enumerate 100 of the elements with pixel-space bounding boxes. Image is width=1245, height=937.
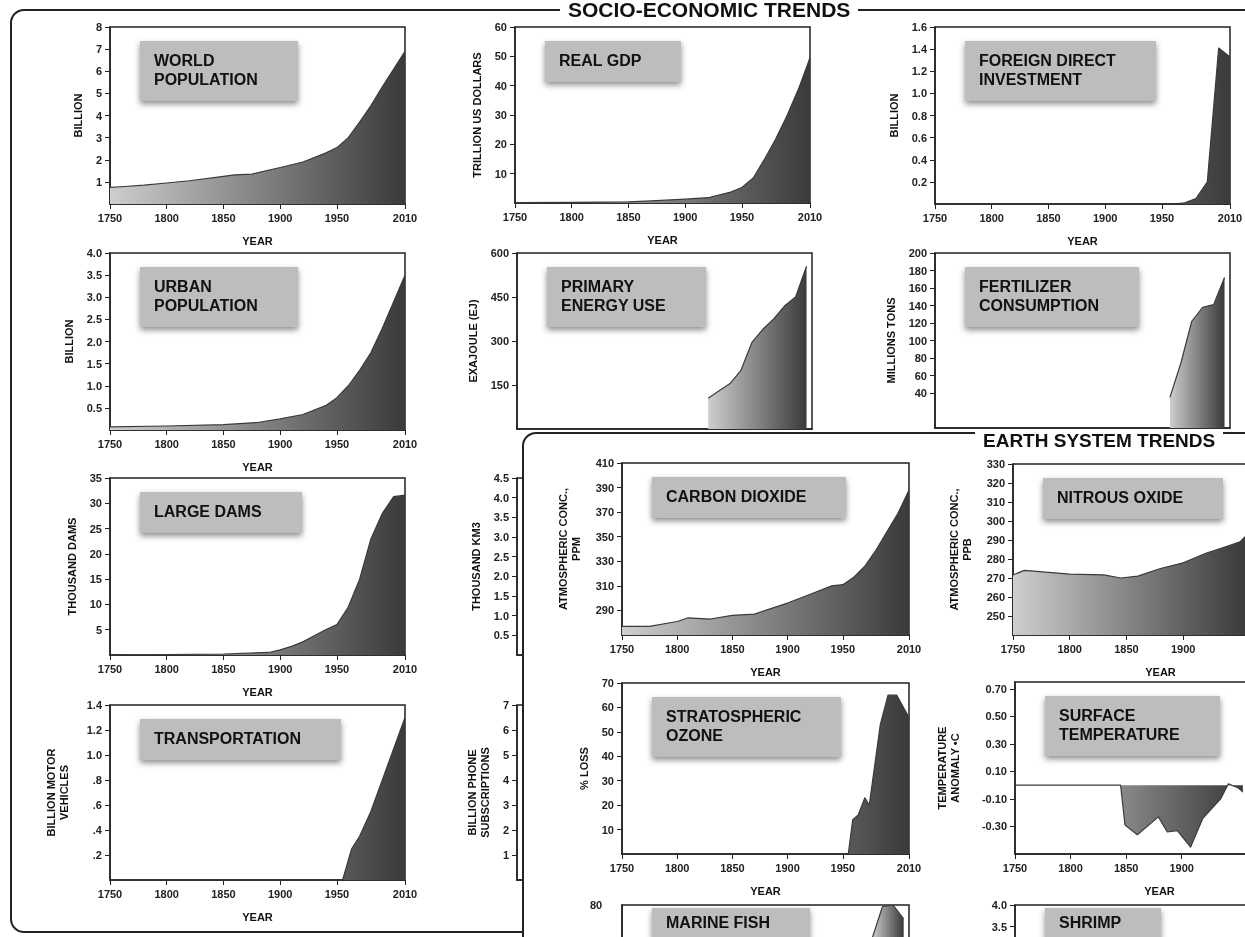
y-tick-label: 7	[95, 43, 102, 56]
y-tick-label: 330	[986, 458, 1005, 470]
x-tick-label: 1900	[267, 662, 293, 675]
x-axis-title: YEAR	[242, 685, 273, 698]
y-tick-label: 290	[595, 604, 614, 617]
x-tick-label: 1900	[267, 887, 293, 900]
y-tick-label: 300	[986, 515, 1005, 527]
x-tick-label: 1800	[1057, 642, 1082, 655]
x-tick-label: 1800	[154, 211, 179, 224]
y-axis-title: BILLION PHONE SUBSCRIPTIONS	[465, 747, 491, 838]
y-tick-label: 4.5	[493, 472, 509, 484]
x-tick-label: 1750	[502, 210, 528, 223]
y-tick-label: 1.6	[911, 21, 927, 33]
x-axis-title: YEAR	[647, 233, 678, 246]
y-tick-label: 60	[601, 701, 614, 714]
x-tick-label: 1800	[1058, 861, 1083, 874]
y-tick-label: -0.10	[981, 792, 1007, 805]
y-tick-label: 120	[908, 317, 927, 329]
y-tick-label: 0.5	[86, 401, 102, 414]
y-tick-label: 390	[595, 481, 614, 494]
x-tick-label: 1750	[97, 887, 123, 900]
x-tick-label: 1750	[1002, 861, 1028, 874]
x-tick-label: 1850	[211, 437, 236, 450]
x-tick-label: 1750	[609, 642, 635, 655]
y-tick-label: 30	[494, 109, 507, 121]
y-tick-label: 80	[914, 352, 927, 364]
y-tick-label: 0.50	[985, 710, 1007, 723]
y-tick-label: 310	[595, 579, 614, 592]
x-tick-label: 1950	[324, 662, 350, 675]
x-tick-label: 1850	[211, 887, 236, 900]
y-tick-label: 70	[601, 677, 614, 689]
y-tick-label: -0.30	[981, 820, 1007, 833]
y-tick-label: 1.5	[86, 357, 102, 370]
y-tick-label: 10	[494, 167, 507, 180]
x-axis-title: YEAR	[750, 884, 781, 897]
x-tick-label: 1850	[720, 861, 745, 874]
y-tick-label: 4	[95, 109, 103, 122]
text: EARTH SYSTEM TRENDS	[975, 430, 1224, 453]
x-tick-label: 1950	[324, 211, 350, 224]
y-tick-label: 0.10	[985, 765, 1007, 778]
x-tick-label: 1850	[1036, 211, 1061, 224]
x-tick-label: 1950	[324, 437, 350, 450]
y-tick-label: 60	[494, 21, 507, 33]
text: SOCIO-ECONOMIC TRENDS	[560, 0, 859, 23]
x-tick-label: 2010	[797, 210, 823, 223]
y-tick-label: 280	[986, 553, 1005, 565]
y-tick-label: 450	[490, 291, 509, 303]
x-axis-title: YEAR	[242, 460, 273, 473]
y-tick-label: 140	[908, 299, 927, 312]
x-tick-label: 1850	[211, 662, 236, 675]
y-axis-title: TRILLION US DOLLARS	[471, 52, 484, 178]
x-tick-label: 1850	[1113, 861, 1139, 874]
y-tick-label: 410	[595, 457, 614, 469]
y-tick-label: 50	[601, 725, 614, 738]
y-tick-label: 350	[595, 530, 614, 543]
x-tick-label: 1850	[211, 211, 236, 224]
y-tick-label: 20	[601, 799, 614, 812]
x-tick-label: 1800	[154, 887, 179, 900]
y-tick-label: 20	[89, 547, 102, 560]
y-tick-label: 370	[595, 506, 614, 519]
y-tick-label: 4.0	[86, 247, 102, 259]
y-tick-label: 2.0	[86, 335, 102, 348]
x-tick-label: 1850	[720, 642, 745, 655]
y-tick-label: 1.0	[493, 609, 509, 622]
y-tick-label: 3.5	[493, 511, 509, 524]
y-tick-label: 1.5	[493, 590, 509, 602]
y-axis-title: EXAJOULE (EJ)	[467, 299, 480, 383]
x-tick-label: 1900	[672, 210, 698, 223]
x-tick-label: 1900	[1092, 211, 1118, 224]
y-tick-label: 40	[494, 79, 507, 92]
x-axis-title: YEAR	[1144, 884, 1175, 897]
y-tick-label: 4	[502, 774, 510, 786]
y-axis-title: BILLION	[888, 93, 901, 138]
x-axis-title: YEAR	[1145, 665, 1176, 678]
x-tick-label: 1800	[559, 210, 584, 223]
y-tick-label: 2.5	[493, 550, 509, 563]
x-tick-label: 1900	[267, 211, 293, 224]
x-tick-label: 1850	[616, 210, 641, 223]
x-tick-label: 1900	[1170, 642, 1196, 655]
y-tick-label: 600	[490, 247, 509, 259]
y-tick-label: 20	[494, 138, 507, 151]
x-tick-label: 1800	[979, 211, 1004, 224]
x-tick-label: 1950	[830, 861, 856, 874]
y-tick-label: 10	[89, 598, 102, 611]
x-tick-label: 1950	[729, 210, 755, 223]
y-tick-label: 1	[502, 849, 509, 861]
x-tick-label: 1900	[267, 437, 293, 450]
y-axis-title: ATMOSPHERIC CONC., PPB	[947, 488, 973, 611]
y-tick-label: 330	[595, 555, 614, 568]
y-tick-label: 8	[95, 21, 102, 33]
y-tick-label: 1	[95, 175, 102, 188]
y-tick-label: 30	[601, 774, 614, 787]
y-tick-label: .4	[92, 824, 103, 836]
y-tick-label: 100	[908, 334, 927, 347]
y-tick-label: 40	[914, 387, 927, 399]
x-tick-label: 2010	[392, 211, 418, 224]
x-tick-label: 1800	[154, 437, 179, 450]
y-tick-label: 1.0	[911, 87, 927, 100]
y-tick-label: 7	[502, 699, 509, 711]
y-tick-label: 5	[95, 623, 102, 636]
